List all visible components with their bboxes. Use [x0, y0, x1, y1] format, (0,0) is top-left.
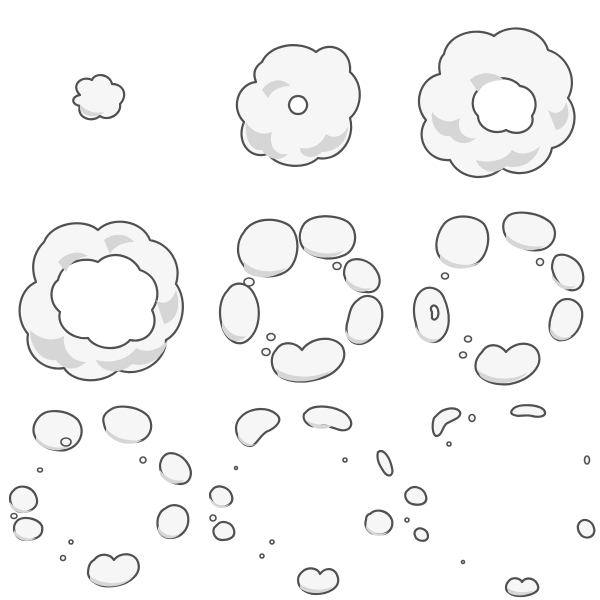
frame-9-almost-gone: [404, 404, 596, 598]
frame-3-full-ring: [417, 27, 576, 179]
frame-1-small-puff: [72, 74, 126, 121]
frame-6-scattering: [412, 211, 585, 386]
frame-7-dispersing: [8, 405, 192, 588]
frame-5-breaking-apart: [218, 215, 384, 383]
frame-8-fading: [208, 405, 394, 596]
frame-4-wide-ring: [18, 220, 184, 382]
frame-2-expanding-ring: [235, 44, 361, 167]
